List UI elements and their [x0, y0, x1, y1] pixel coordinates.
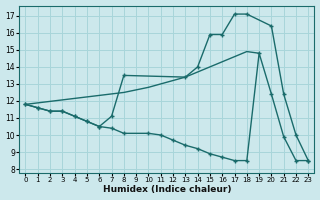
X-axis label: Humidex (Indice chaleur): Humidex (Indice chaleur) [103, 185, 231, 194]
